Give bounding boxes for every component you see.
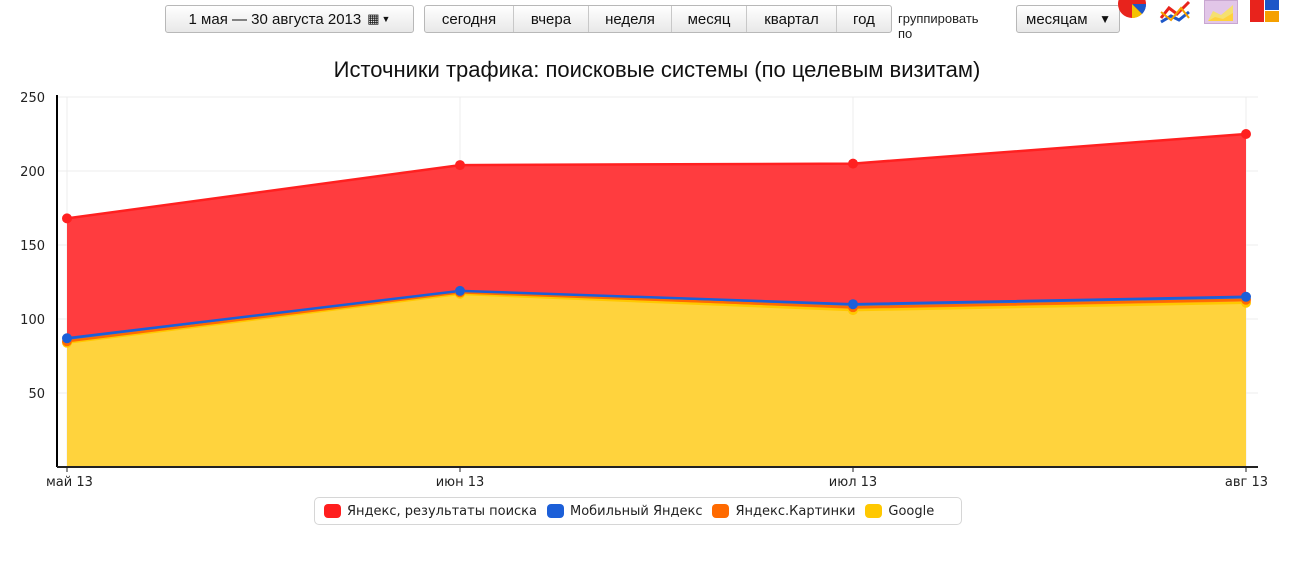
legend-label: Google xyxy=(888,503,935,519)
y-tick-label: 150 xyxy=(20,239,45,254)
period-month-button[interactable]: месяц xyxy=(672,6,747,32)
legend-item-mobile-yandex[interactable]: Мобильный Яндекс xyxy=(547,504,702,519)
x-tick-label: авг 13 xyxy=(1225,475,1268,490)
y-tick-label: 50 xyxy=(28,387,45,402)
legend-item-yandex-images[interactable]: Яндекс.Картинки xyxy=(712,504,855,519)
series-line xyxy=(66,292,1247,344)
group-by-label: группировать по xyxy=(898,11,979,41)
x-tick-label: май 13 xyxy=(46,475,93,490)
data-point xyxy=(1241,291,1251,302)
y-tick-label: 200 xyxy=(20,165,45,180)
data-point xyxy=(62,213,72,224)
period-yesterday-button[interactable]: вчера xyxy=(514,6,589,32)
caret-down-icon: ▼ xyxy=(381,14,391,24)
y-tick-label: 250 xyxy=(20,91,45,106)
period-quarter-button[interactable]: квартал xyxy=(747,6,837,32)
y-tick-label: 100 xyxy=(20,313,45,328)
data-point xyxy=(848,158,858,169)
chart-legend: Яндекс, результаты поиска Мобильный Янде… xyxy=(314,497,962,525)
dropdown-arrow-icon: ▼ xyxy=(1099,12,1111,26)
line-chart-icon[interactable] xyxy=(1159,0,1193,24)
x-tick-label: июл 13 xyxy=(829,475,877,490)
series-line xyxy=(66,132,1247,220)
data-point xyxy=(62,333,72,344)
x-tick-label: июн 13 xyxy=(436,475,485,490)
series-line xyxy=(66,289,1247,340)
legend-swatch xyxy=(547,504,564,518)
area-chart-icon[interactable] xyxy=(1204,0,1238,24)
treemap-icon[interactable] xyxy=(1248,0,1282,24)
legend-swatch xyxy=(865,504,883,518)
period-today-button[interactable]: сегодня xyxy=(425,6,514,32)
area-0 xyxy=(67,134,1246,339)
legend-swatch xyxy=(324,504,341,518)
date-range-label: 1 мая — 30 августа 2013 xyxy=(188,10,362,28)
data-point xyxy=(848,299,858,310)
area-3 xyxy=(67,293,1246,467)
group-by-select[interactable]: месяцам ▼ xyxy=(1016,5,1120,33)
legend-item-google[interactable]: Google xyxy=(865,504,934,519)
legend-label: Яндекс, результаты поиска xyxy=(347,503,537,519)
date-range-button[interactable]: 1 мая — 30 августа 2013 ▦ ▼ xyxy=(165,5,414,33)
stacked-area-chart: 50 100 150 200 250 май 13 июн 13 июл 13 авг 13 xyxy=(20,91,1268,490)
data-point xyxy=(1241,129,1251,139)
chart-title: Источники трафика: поисковые системы (по… xyxy=(333,57,981,82)
legend-swatch xyxy=(712,504,730,518)
data-point xyxy=(455,285,465,296)
legend-item-yandex-search[interactable]: Яндекс, результаты поиска xyxy=(324,504,537,519)
series-line xyxy=(66,291,1247,343)
period-selector: сегодня вчера неделя месяц квартал год xyxy=(424,5,892,33)
calendar-grid-icon: ▦ xyxy=(367,11,380,26)
data-point xyxy=(455,160,465,171)
group-by-value: месяцам xyxy=(1026,10,1088,28)
pie-chart-icon[interactable] xyxy=(1117,0,1151,24)
legend-label: Яндекс.Картинки xyxy=(735,503,856,519)
legend-label: Мобильный Яндекс xyxy=(570,503,703,519)
period-week-button[interactable]: неделя xyxy=(589,6,672,32)
period-year-button[interactable]: год xyxy=(853,10,875,28)
